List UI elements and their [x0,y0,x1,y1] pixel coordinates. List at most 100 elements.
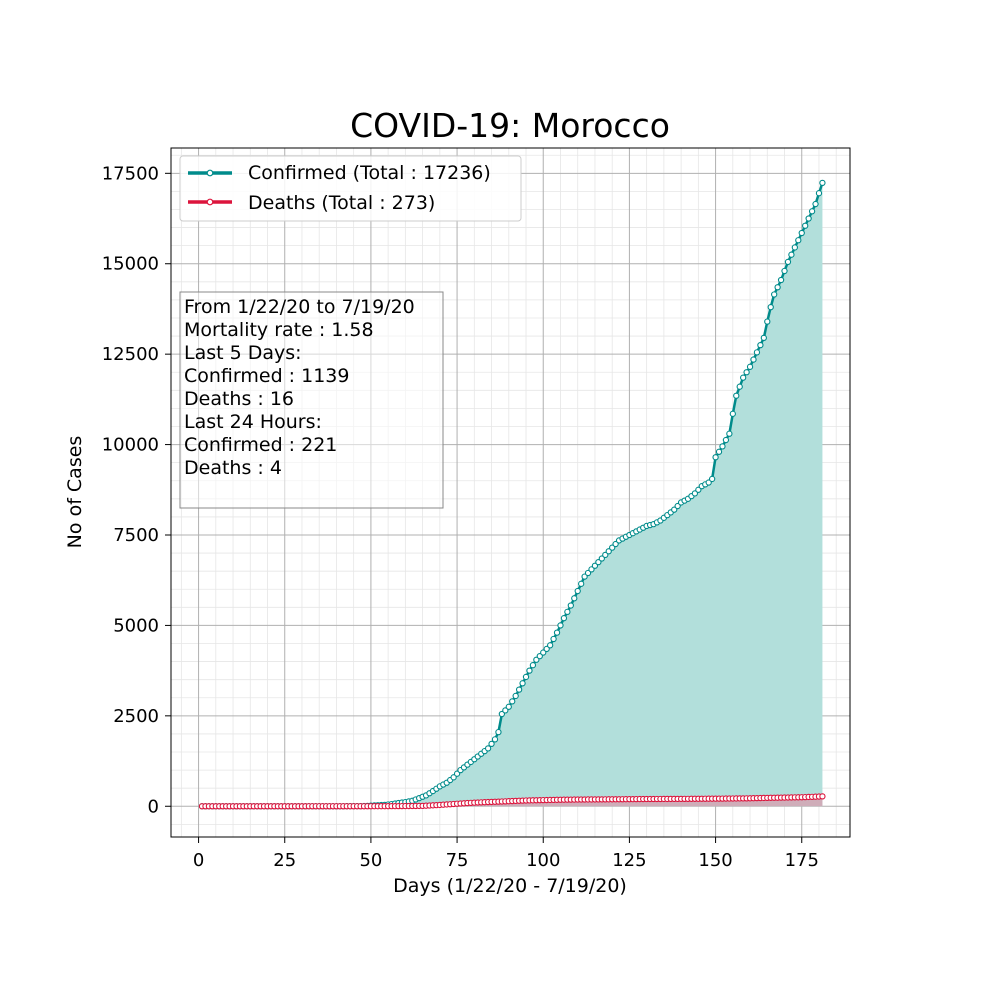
info-date-range: From 1/22/20 to 7/19/20 [184,296,415,318]
confirmed-point [798,229,805,237]
confirmed-point [708,475,716,483]
confirmed-point [571,595,578,602]
confirmed-point [767,303,774,311]
confirmed-point [746,363,754,370]
x-tick-label: 50 [359,850,382,871]
info-box-frame [179,291,444,509]
info-last-5-days-confirmed: Confirmed : 1139 [184,365,349,387]
confirmed-point [553,629,561,636]
x-tick-label: 125 [612,850,646,871]
x-axis-ticks: 0 25 50 75 100 125 150 175 [193,837,819,871]
confirmed-point [543,645,550,653]
confirmed-point [574,587,581,595]
y-tick-label: 10000 [102,435,159,456]
x-tick-label: 100 [526,850,560,871]
info-mortality-rate: Mortality rate : 1.58 [184,319,374,341]
confirmed-point [598,555,605,562]
confirmed-point [588,566,595,573]
info-last-5-days-heading: Last 5 Days: [184,342,302,364]
confirmed-point [750,356,757,363]
confirmed-point [774,284,781,291]
y-tick-label: 2500 [113,706,159,727]
confirmed-point [612,540,619,548]
y-axis-label: No of Cases [64,436,86,549]
chart-title: COVID-19: Morocco [350,106,670,145]
legend: Confirmed (Total : 17236) Deaths (Total … [179,155,522,222]
confirmed-point [509,698,516,705]
info-last-24-hours-confirmed: Confirmed : 221 [184,434,337,456]
confirmed-point [695,486,702,493]
confirmed-point [771,291,778,298]
confirmed-point [757,341,764,349]
info-last-5-days-deaths: Deaths : 16 [184,388,294,410]
confirmed-point [802,222,809,229]
confirmed-point [522,673,530,681]
confirmed-point [502,707,509,714]
confirmed-point [781,267,788,275]
confirmed-point [805,215,812,222]
confirmed-point [691,490,699,497]
confirmed-point [819,179,826,187]
legend-confirmed-marker [206,169,214,177]
y-tick-label: 12500 [102,344,159,365]
deaths-point [819,793,826,800]
confirmed-point [560,615,568,622]
x-tick-label: 25 [273,850,296,871]
confirmed-area [202,182,823,807]
confirmed-point [557,622,564,629]
confirmed-point [815,190,823,197]
confirmed-point [578,580,585,587]
x-tick-label: 0 [193,850,204,871]
confirmed-point [760,334,767,342]
confirmed-point [519,680,526,687]
confirmed-point [546,642,554,649]
confirmed-point [733,392,740,399]
confirmed-point [808,208,816,215]
confirmed-point [581,573,588,580]
confirmed-point [719,443,726,450]
confirmed-point [726,430,733,437]
y-tick-label: 15000 [102,254,159,275]
confirmed-point [715,448,723,455]
legend-box [179,155,522,222]
legend-deaths-marker [206,198,214,206]
confirmed-point [505,703,512,710]
confirmed-point [788,251,795,258]
y-tick-label: 0 [148,796,159,817]
info-last-24-hours-heading: Last 24 Hours: [184,411,322,433]
confirmed-point [764,318,771,325]
confirmed-point [740,374,747,381]
legend-confirmed-label: Confirmed (Total : 17236) [248,162,491,184]
x-tick-label: 150 [698,850,732,871]
plot-frame [170,147,851,838]
confirmed-point [584,569,592,577]
confirmed-point [495,728,502,736]
confirmed-point [567,602,574,609]
y-tick-label: 7500 [113,525,159,546]
confirmed-point [736,383,743,390]
confirmed-point [526,667,533,674]
y-axis-ticks: 0 2500 5000 7500 10000 12500 15000 17500 [102,163,171,817]
confirmed-point [540,649,547,656]
confirmed-point [791,244,798,251]
info-box: From 1/22/20 to 7/19/20 Mortality rate :… [179,291,444,509]
confirmed-point [729,410,736,417]
legend-deaths-label: Deaths (Total : 273) [248,192,435,214]
confirmed-point [753,349,761,356]
confirmed-point [795,237,802,244]
confirmed-point [512,692,519,700]
confirmed-point [812,200,819,208]
confirmed-point [529,662,537,669]
x-axis-label: Days (1/22/20 - 7/19/20) [393,875,627,897]
confirmed-point [515,686,523,693]
confirmed-point [450,774,457,781]
info-last-24-hours-deaths: Deaths : 4 [184,457,282,479]
confirmed-point [784,258,792,266]
confirmed-point [453,770,461,777]
confirmed-point [671,506,678,513]
confirmed-point [488,740,495,748]
y-tick-label: 5000 [113,615,159,636]
confirmed-point [491,736,499,743]
confirmed-point [743,369,750,376]
